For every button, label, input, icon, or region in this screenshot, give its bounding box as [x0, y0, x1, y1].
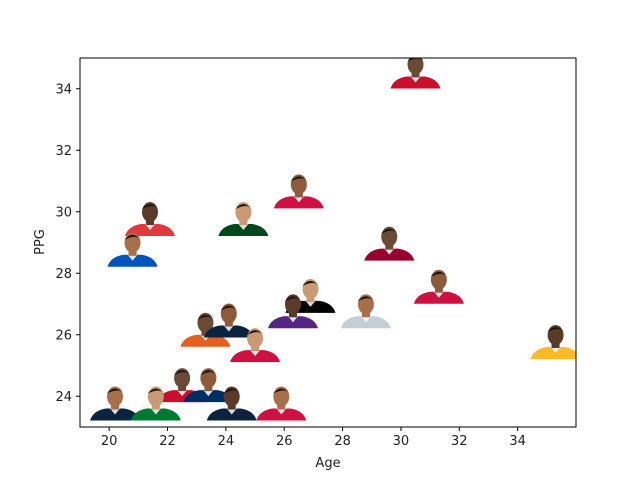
x-tick-label: 26	[276, 434, 293, 449]
y-tick-label: 24	[55, 390, 72, 405]
x-tick-label: 34	[509, 434, 526, 449]
player-headshot-icon	[183, 368, 234, 403]
x-tick-label: 22	[159, 434, 176, 449]
data-points	[90, 58, 576, 421]
y-tick-label: 32	[55, 144, 72, 159]
player-headshot-icon	[230, 328, 281, 363]
player-headshot-icon	[130, 386, 181, 421]
player-headshot-icon	[340, 294, 391, 329]
x-axis-ticks: 20 22 24 26 28 30 32 34	[101, 427, 526, 449]
y-tick-label: 26	[55, 328, 72, 343]
player-headshot-icon	[267, 294, 318, 329]
player-headshot-icon	[273, 174, 324, 209]
player-headshot-icon	[413, 269, 464, 304]
player-headshot-icon	[390, 58, 441, 89]
player-headshot-icon	[180, 312, 231, 347]
x-tick-label: 32	[451, 434, 468, 449]
player-headshot-icon	[107, 232, 158, 267]
player-headshot-icon	[218, 202, 269, 237]
player-headshot-icon	[206, 386, 257, 421]
x-tick-label: 30	[393, 434, 410, 449]
y-tick-label: 28	[55, 267, 72, 282]
x-axis-label: Age	[315, 456, 340, 471]
plot-frame	[79, 57, 577, 428]
player-headshot-icon	[125, 202, 176, 237]
x-tick-label: 20	[101, 434, 118, 449]
player-headshot-icon	[203, 303, 254, 338]
y-axis-label: PPG	[33, 229, 48, 255]
y-tick-label: 30	[55, 205, 72, 220]
plot-area	[80, 58, 576, 427]
y-axis-ticks: 24 26 28 30 32 34	[55, 82, 80, 405]
player-headshot-icon	[530, 325, 576, 360]
player-headshot-icon	[90, 386, 141, 421]
y-tick-label: 34	[55, 82, 72, 97]
x-tick-label: 28	[334, 434, 351, 449]
player-headshot-icon	[256, 386, 307, 421]
player-headshot-icon	[364, 226, 415, 261]
x-tick-label: 24	[218, 434, 235, 449]
